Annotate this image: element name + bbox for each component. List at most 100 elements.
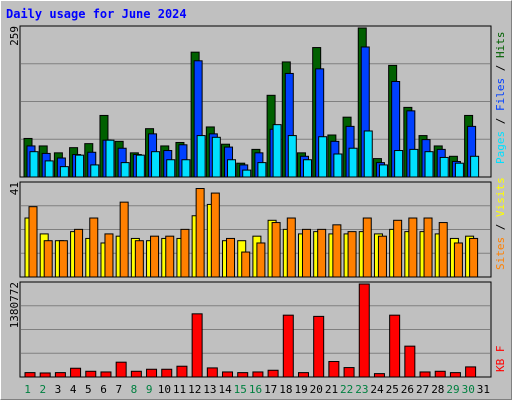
kbytes-bar-day-2 <box>39 372 51 378</box>
legend-separator: / <box>494 58 507 78</box>
day-label-22: 22 <box>340 383 353 396</box>
day-label-31: 31 <box>477 383 490 396</box>
day-label-8: 8 <box>131 383 138 396</box>
day-label-21: 21 <box>325 383 338 396</box>
visits-max-label: 41 <box>8 182 21 195</box>
pages-bar-day-14 <box>227 159 237 178</box>
kbytes-bar-day-19 <box>297 372 309 378</box>
pages-bar-day-15 <box>242 169 252 178</box>
sites-bar-day-21 <box>332 224 342 278</box>
kbytes-bar-day-16 <box>252 371 264 378</box>
pages-bar-day-17 <box>272 124 282 178</box>
sites-bar-day-9 <box>150 235 160 278</box>
day-label-13: 13 <box>203 383 216 396</box>
legend-files: Files <box>494 78 507 111</box>
day-label-26: 26 <box>401 383 414 396</box>
kbytes-bar-day-24 <box>373 373 385 378</box>
sites-bar-day-29 <box>453 242 463 278</box>
kbytes-bar-day-23 <box>358 283 370 378</box>
sites-bar-day-23 <box>362 217 372 278</box>
sites-bar-day-14 <box>226 237 236 278</box>
sites-bar-day-13 <box>210 192 220 278</box>
pages-bar-day-27 <box>424 151 434 178</box>
day-label-10: 10 <box>158 383 171 396</box>
pages-bar-day-16 <box>257 162 267 178</box>
kbytes-bar-day-14 <box>222 371 234 378</box>
kbytes-bar-day-13 <box>206 367 218 378</box>
kbytes-bar-day-11 <box>176 365 188 378</box>
sites-bar-day-17 <box>271 222 281 278</box>
sites-bar-day-2 <box>43 240 53 278</box>
pages-bar-day-3 <box>59 166 69 178</box>
day-label-12: 12 <box>188 383 201 396</box>
legend-sites: Sites <box>494 237 507 270</box>
sites-bar-day-19 <box>301 228 311 278</box>
pages-bar-day-19 <box>302 159 312 178</box>
pages-bar-day-21 <box>333 153 343 178</box>
day-label-29: 29 <box>446 383 459 396</box>
pages-bar-day-11 <box>181 159 191 178</box>
sites-bar-day-25 <box>393 219 403 278</box>
day-label-14: 14 <box>218 383 232 396</box>
day-label-6: 6 <box>100 383 107 396</box>
sites-bar-day-30 <box>469 237 479 278</box>
pages-bar-day-24 <box>378 164 388 178</box>
kbytes-bar-day-28 <box>434 370 446 378</box>
legend-visits-sites: Sites / Visits <box>494 177 507 270</box>
pages-bar-day-28 <box>439 156 449 178</box>
pages-bar-day-8 <box>135 154 145 178</box>
sites-bar-day-11 <box>180 228 190 278</box>
day-label-9: 9 <box>146 383 153 396</box>
day-label-11: 11 <box>173 383 186 396</box>
legend-kbf: KB F <box>494 346 507 373</box>
kbytes-bar-day-8 <box>130 370 142 378</box>
sites-bar-day-7 <box>119 201 129 278</box>
kbytes-bar-day-10 <box>161 368 173 378</box>
kbytes-bar-day-22 <box>343 367 355 378</box>
pages-bar-day-6 <box>105 139 115 178</box>
kbytes-bar-day-4 <box>70 367 82 378</box>
pages-bar-day-18 <box>287 135 297 178</box>
day-label-1: 1 <box>24 383 31 396</box>
pages-bar-day-5 <box>90 164 100 178</box>
legend-pages: Pages <box>494 131 507 164</box>
pages-bar-day-25 <box>394 150 404 178</box>
sites-bar-day-24 <box>377 235 387 278</box>
day-label-18: 18 <box>279 383 292 396</box>
day-label-19: 19 <box>294 383 307 396</box>
pages-bar-day-22 <box>348 147 358 178</box>
kbytes-bar-day-6 <box>100 371 112 378</box>
pages-bar-day-12 <box>196 135 206 178</box>
sites-bar-day-4 <box>74 228 84 278</box>
pages-bar-day-30 <box>470 155 480 178</box>
day-label-3: 3 <box>55 383 62 396</box>
day-label-7: 7 <box>115 383 122 396</box>
sites-bar-day-6 <box>104 233 114 278</box>
day-label-24: 24 <box>370 383 384 396</box>
kbytes-bar-day-17 <box>267 369 279 378</box>
day-label-20: 20 <box>310 383 323 396</box>
sites-bar-day-15 <box>241 251 251 278</box>
kbytes-max-label: 1380772 <box>8 282 21 328</box>
sites-bar-day-22 <box>347 231 357 278</box>
day-label-17: 17 <box>264 383 277 396</box>
sites-bar-day-27 <box>423 217 433 278</box>
legend-hits-files-pages: Pages / Files / Hits <box>494 32 507 165</box>
legend-visits: Visits <box>494 177 507 217</box>
kbytes-bar-day-30 <box>465 366 477 378</box>
day-label-27: 27 <box>416 383 429 396</box>
day-label-5: 5 <box>85 383 92 396</box>
pages-bar-day-10 <box>166 159 176 178</box>
legend-separator: / <box>494 217 507 237</box>
chart-title: Daily usage for June 2024 <box>6 7 187 21</box>
day-label-16: 16 <box>249 383 262 396</box>
kbytes-bar-day-12 <box>191 313 203 378</box>
legend-hits: Hits <box>494 32 507 59</box>
day-label-4: 4 <box>70 383 77 396</box>
kbytes-bar-day-18 <box>282 314 294 378</box>
kbytes-bar-day-26 <box>404 345 416 378</box>
pages-bar-day-23 <box>363 130 373 178</box>
kbytes-bar-day-29 <box>449 372 461 378</box>
kbytes-bar-day-20 <box>313 315 325 378</box>
